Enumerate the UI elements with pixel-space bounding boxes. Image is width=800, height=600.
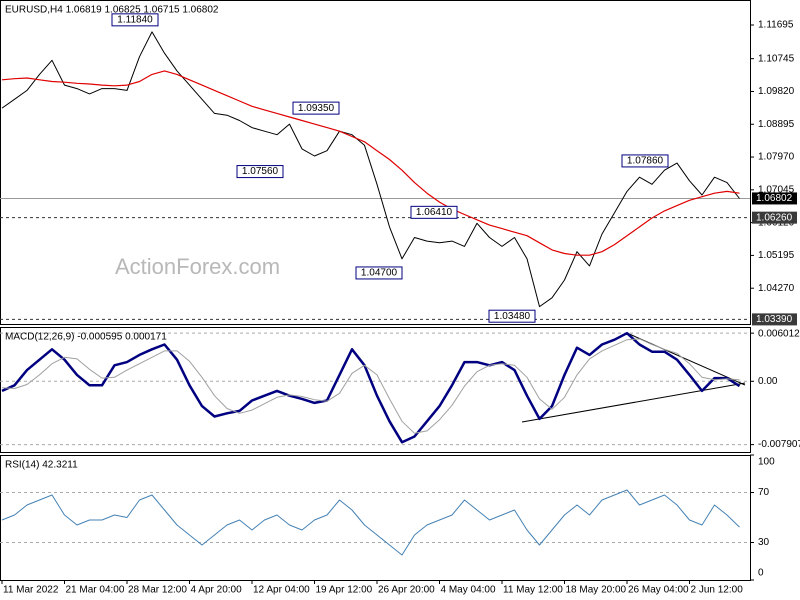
price-annotation: 1.09350: [298, 103, 335, 114]
price-annotation: 1.07560: [242, 166, 279, 177]
y-tick-label: 1.09820: [758, 86, 795, 97]
panel-title: EURUSD,H4 1.06819 1.06825 1.06715 1.0680…: [5, 5, 219, 16]
price-annotation: 1.07860: [627, 156, 664, 167]
price-annotation: 1.04700: [361, 268, 398, 279]
series-line: [1, 331, 741, 444]
price-annotation: 1.03480: [494, 311, 531, 322]
x-tick-label: 26 Apr 20:00: [378, 585, 435, 596]
x-tick-label: 18 May 20:00: [566, 585, 627, 596]
trendline: [521, 382, 746, 423]
y-tick-label: 0: [758, 568, 764, 579]
price-annotation-box: [236, 165, 284, 179]
x-tick-label: 28 Mar 12:00: [128, 585, 187, 596]
price-annotation-box: [111, 13, 159, 27]
series-line: [1, 70, 740, 256]
y-tick-label: 1.08895: [758, 119, 795, 130]
y-tick-label: 1.07970: [758, 152, 795, 163]
x-tick-label: 26 May 04:00: [628, 585, 689, 596]
y-tick-label: 70: [758, 487, 770, 498]
level-label: 1.03390: [756, 314, 793, 325]
panel-frame: [0, 0, 751, 325]
x-tick-label: 11 Mar 2022: [3, 585, 59, 596]
panel-title: MACD(12,26,9) -0.000595 0.000171: [5, 332, 167, 343]
panel-frame: [0, 455, 751, 581]
x-tick-label: 11 May 12:00: [503, 585, 563, 596]
y-tick-label: 30: [758, 537, 770, 548]
x-tick-label: 4 May 04:00: [441, 585, 496, 596]
series-line: [1, 338, 740, 434]
price-annotation-box: [488, 309, 536, 323]
y-tick-label: 1.07045: [758, 184, 795, 195]
y-tick-label: 100: [758, 457, 775, 468]
price-annotation-box: [292, 101, 340, 115]
price-annotation-box: [355, 266, 403, 280]
price-annotation-box: [410, 205, 458, 219]
series-line: [1, 489, 740, 556]
level-label: 1.06260: [756, 212, 793, 223]
x-tick-label: 21 Mar 04:00: [66, 585, 125, 596]
x-tick-label: 19 Apr 12:00: [316, 585, 373, 596]
y-tick-label: 1.05195: [758, 250, 795, 261]
watermark: ActionForex.com: [115, 254, 280, 279]
level-label-box: [752, 192, 797, 205]
level-label-box: [752, 313, 797, 326]
x-tick-label: 2 Jun 12:00: [691, 585, 744, 596]
level-label: 1.06802: [756, 193, 793, 204]
panel-frame: [0, 327, 751, 453]
y-tick-label: 0.00: [758, 376, 778, 387]
y-tick-label: 1.04270: [758, 283, 795, 294]
y-tick-label: 1.11695: [758, 20, 794, 31]
level-label-box: [752, 211, 797, 224]
x-tick-label: 4 Apr 20:00: [191, 585, 243, 596]
y-tick-label: 1.10745: [758, 53, 795, 64]
price-annotation: 1.11840: [117, 14, 153, 25]
y-tick-label: 0.006012: [758, 329, 800, 340]
y-tick-label: -0.007907: [758, 439, 800, 450]
series-line: [1, 31, 740, 308]
x-tick-label: 12 Apr 04:00: [253, 585, 310, 596]
price-annotation: 1.06410: [416, 207, 453, 218]
price-annotation-box: [621, 154, 669, 168]
panel-title: RSI(14) 42.3211: [5, 460, 78, 471]
